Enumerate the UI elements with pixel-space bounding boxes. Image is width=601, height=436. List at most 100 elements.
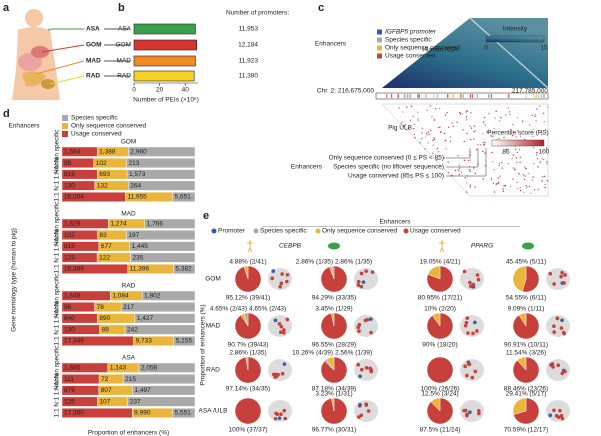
bar-label: 122 <box>99 254 110 261</box>
promoter-count: 11,923 <box>239 58 259 65</box>
bar-segment <box>126 230 196 241</box>
structure-dot <box>273 416 278 421</box>
bar-segment <box>172 408 196 418</box>
heatmap-dot <box>466 109 468 112</box>
structure-dot <box>560 416 565 421</box>
heatmap-dot <box>473 125 476 127</box>
heatmap-dot <box>511 135 514 137</box>
heatmap-dot <box>539 161 541 163</box>
heatmap-dot <box>433 118 435 120</box>
structure-dot <box>549 363 553 367</box>
heatmap-dot <box>530 192 532 194</box>
structure-dot <box>280 272 284 276</box>
structure-dot <box>559 413 564 418</box>
heatmap-dot <box>479 144 482 146</box>
pie-label: 45.45% (5/11) <box>506 259 546 266</box>
structure-dot <box>270 276 275 281</box>
heatmap-dot <box>491 151 493 154</box>
structure-dot <box>471 331 475 336</box>
heatmap-dot <box>426 134 428 136</box>
panel-label: c <box>318 2 324 14</box>
heatmap-dot <box>495 110 497 112</box>
structure-dot <box>359 413 364 418</box>
structure-dot <box>279 412 283 416</box>
heatmap-dot <box>523 191 525 193</box>
heatmap-dot <box>493 169 495 171</box>
legend-swatch <box>377 29 382 35</box>
track-tick <box>470 94 472 98</box>
heatmap-dot <box>482 133 484 135</box>
heatmap-dot <box>519 156 521 158</box>
heatmap-dot <box>532 128 534 130</box>
heatmap-dot <box>546 179 549 182</box>
heatmap-dot <box>432 144 434 147</box>
pie-label: 19.05% (4/21) <box>420 259 461 266</box>
bottom-leaders <box>446 148 487 177</box>
pie-label: 96.77% (30/31) <box>312 427 356 434</box>
heatmap-dot <box>510 128 512 131</box>
pie-slice <box>325 356 335 371</box>
protein-structure <box>268 359 292 381</box>
heatmap-dot <box>519 187 521 189</box>
heatmap-dot <box>421 127 423 130</box>
legend-label: Only sequence conserved (0 ≤ PS < 85) <box>329 155 444 162</box>
colorbar-tick: 0 <box>484 45 488 52</box>
panel-label: d <box>3 108 10 120</box>
heatmap-dot <box>525 168 527 170</box>
structure-dot <box>273 318 278 323</box>
pie-label: 2.56% (1/39) <box>335 350 372 357</box>
heatmap-dot <box>528 124 531 126</box>
heatmap-dot <box>505 148 508 150</box>
track-tick <box>390 94 392 98</box>
structure-dot <box>475 273 480 277</box>
panel-label: e <box>203 210 209 222</box>
structure-dot <box>466 361 471 366</box>
heatmap-dot <box>512 167 514 169</box>
heatmap-dot <box>406 106 408 108</box>
heatmap-dot <box>495 183 497 186</box>
x-tick-label: 20 <box>156 87 164 94</box>
heatmap-dot <box>417 118 419 120</box>
bar-segment <box>138 362 196 373</box>
heatmap-dot <box>424 136 427 138</box>
heatmap-dot <box>459 113 462 115</box>
legend-swatch <box>403 228 409 234</box>
heatmap-dot <box>495 182 498 185</box>
pie-label: 90.91% (10/11) <box>504 342 548 349</box>
intensity-colorbar <box>485 35 545 43</box>
heatmap-dot <box>498 120 501 122</box>
heatmap-dot <box>482 121 485 123</box>
promoter-title: Number of promoters: <box>226 10 289 17</box>
row-label: N:N <box>54 373 61 385</box>
heatmap-dot <box>469 186 472 188</box>
row-title: GOM <box>205 276 221 283</box>
bar-label: 5,382 <box>175 266 192 273</box>
track-tick <box>406 94 408 98</box>
heatmap-dot <box>540 132 542 134</box>
pie-slice <box>513 397 540 425</box>
bar <box>133 70 195 82</box>
heatmap-dot <box>432 139 434 142</box>
heatmap-dot <box>444 114 447 116</box>
track-tick <box>488 94 490 98</box>
structure-dot <box>370 270 375 274</box>
bar-label: 242 <box>127 326 138 333</box>
structure-dot <box>364 366 369 370</box>
heatmap-dot <box>465 182 468 184</box>
bar-label: 1,445 <box>132 243 149 250</box>
heatmap-dot <box>514 168 516 171</box>
heatmap-dot <box>542 158 545 161</box>
structure-dot <box>477 408 481 413</box>
structure-dot <box>280 371 285 376</box>
structure-dot <box>552 330 557 334</box>
pie-label: 11.54% (3/26) <box>506 350 546 357</box>
row-label: N:1 <box>54 252 61 263</box>
heatmap-dot <box>484 124 486 126</box>
legend-label: Species specific <box>71 115 118 122</box>
row-label: 1:N <box>54 169 61 179</box>
pie-slice <box>245 356 249 371</box>
heatmap-dot <box>425 132 428 135</box>
y-tick-label: GOM <box>115 42 131 49</box>
row-label: N:1 <box>54 180 61 191</box>
bar-label: 815 <box>64 243 75 250</box>
